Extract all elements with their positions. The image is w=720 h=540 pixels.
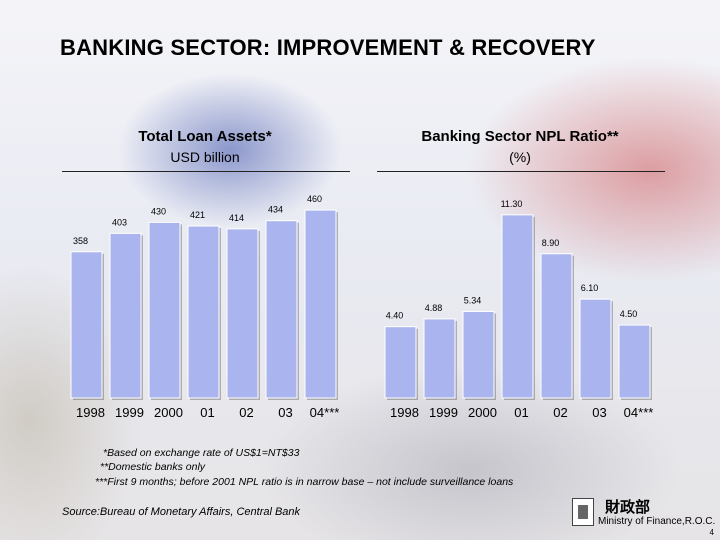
bar-03 bbox=[265, 220, 298, 399]
ministry-logo-icon bbox=[572, 498, 594, 526]
x-tick-label: 02 bbox=[553, 405, 567, 420]
data-label: 430 bbox=[151, 206, 166, 216]
x-tick-label: 1998 bbox=[76, 405, 105, 420]
data-label: 4.88 bbox=[425, 303, 443, 313]
data-label: 460 bbox=[307, 194, 322, 204]
data-label: 403 bbox=[112, 217, 127, 227]
bar-04*** bbox=[618, 324, 651, 399]
bar-01 bbox=[501, 214, 534, 399]
bar-1999 bbox=[109, 232, 142, 399]
bar-02 bbox=[226, 228, 259, 399]
x-tick-label: 1999 bbox=[429, 405, 458, 420]
x-tick-label: 04*** bbox=[624, 405, 654, 420]
footnote-first-nine-months: ***First 9 months; before 2001 NPL ratio… bbox=[95, 476, 514, 488]
right-chart-subtitle: (%) bbox=[509, 149, 531, 165]
x-tick-label: 2000 bbox=[154, 405, 183, 420]
data-label: 5.34 bbox=[464, 295, 482, 305]
right-chart-title: Banking Sector NPL Ratio** bbox=[421, 128, 619, 145]
data-label: 421 bbox=[190, 210, 205, 220]
source-note: Source:Bureau of Monetary Affairs, Centr… bbox=[62, 506, 301, 518]
x-tick-label: 2000 bbox=[468, 405, 497, 420]
x-tick-label: 03 bbox=[592, 405, 606, 420]
data-label: 358 bbox=[73, 236, 88, 246]
data-label: 8.90 bbox=[542, 238, 560, 248]
bar-1998 bbox=[70, 251, 103, 399]
x-tick-label: 02 bbox=[239, 405, 253, 420]
data-label: 4.50 bbox=[620, 309, 638, 319]
bar-1998 bbox=[384, 326, 417, 399]
page-title: BANKING SECTOR: IMPROVEMENT & RECOVERY bbox=[60, 35, 596, 60]
x-tick-label: 04*** bbox=[310, 405, 340, 420]
footnote-domestic-banks: **Domestic banks only bbox=[100, 461, 206, 473]
right-chart-divider bbox=[377, 171, 665, 172]
bar-01 bbox=[187, 225, 220, 399]
data-label: 6.10 bbox=[581, 283, 599, 293]
bar-03 bbox=[579, 298, 612, 399]
left-chart-title: Total Loan Assets* bbox=[138, 128, 272, 145]
x-tick-label: 1999 bbox=[115, 405, 144, 420]
x-tick-label: 1998 bbox=[390, 405, 419, 420]
x-tick-label: 03 bbox=[278, 405, 292, 420]
bar-02 bbox=[540, 253, 573, 399]
bar-1999 bbox=[423, 318, 456, 399]
ministry-name-english: Ministry of Finance,R.O.C. bbox=[598, 516, 716, 527]
page-number: 4 bbox=[709, 528, 714, 537]
data-label: 414 bbox=[229, 213, 244, 223]
left-chart-subtitle: USD billion bbox=[170, 149, 240, 165]
x-tick-label: 01 bbox=[200, 405, 214, 420]
ministry-name-chinese: 財政部 bbox=[605, 499, 651, 516]
left-chart-divider bbox=[62, 171, 350, 172]
bar-04*** bbox=[304, 209, 337, 399]
data-label: 4.40 bbox=[386, 311, 404, 321]
x-tick-label: 01 bbox=[514, 405, 528, 420]
bar-2000 bbox=[148, 221, 181, 399]
data-label: 11.30 bbox=[501, 199, 523, 209]
footnote-exchange-rate: *Based on exchange rate of US$1=NT$33 bbox=[103, 447, 300, 459]
data-label: 434 bbox=[268, 205, 283, 215]
bar-2000 bbox=[462, 310, 495, 399]
